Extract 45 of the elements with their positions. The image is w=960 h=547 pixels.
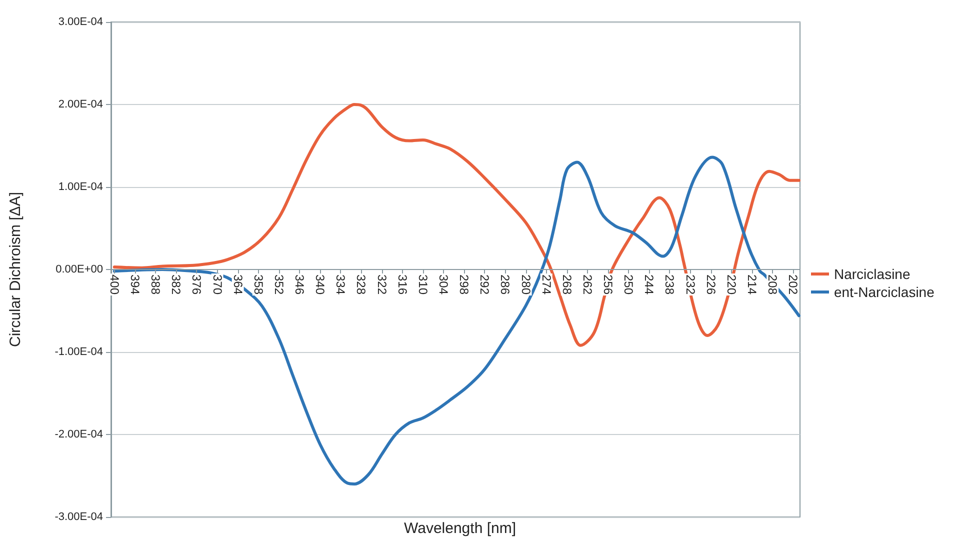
x-tick-label: 376 [190, 274, 204, 295]
x-tick-label: 358 [251, 274, 266, 295]
x-tick-label: 316 [395, 274, 410, 295]
y-tick-label: 1.00E-04 [58, 181, 103, 193]
x-tick-label: 280 [518, 274, 533, 295]
y-tick-label: -1.00E-04 [54, 346, 103, 358]
x-tick-label: 220 [724, 274, 738, 295]
x-tick-label: 382 [169, 274, 184, 295]
y-tick-label: -3.00E-04 [54, 511, 103, 523]
x-tick-label: 346 [292, 274, 307, 295]
legend-label: ent-Narciclasine [834, 284, 935, 300]
x-tick-label: 352 [272, 274, 286, 295]
x-tick-label: 340 [313, 274, 328, 295]
x-tick-label: 226 [704, 274, 718, 295]
x-tick-label: 334 [334, 274, 348, 295]
x-tick-label: 202 [786, 274, 800, 295]
x-tick-label: 292 [478, 274, 492, 295]
x-tick-label: 244 [642, 274, 656, 295]
x-tick-label: 238 [662, 274, 677, 295]
x-axis-title: Wavelength [nm] [404, 520, 516, 537]
x-tick-label: 328 [354, 274, 368, 295]
x-tick-label: 298 [457, 274, 472, 295]
x-tick-label: 286 [498, 274, 512, 295]
x-tick-label: 310 [416, 274, 430, 295]
x-tick-label: 208 [766, 274, 780, 295]
x-tick-label: 250 [622, 274, 636, 295]
x-tick-label: 394 [128, 274, 142, 295]
y-tick-label: -2.00E-04 [54, 428, 103, 440]
x-tick-label: 370 [210, 274, 224, 295]
legend-label: Narciclasine [834, 266, 910, 282]
y-tick-label: 2.00E-04 [58, 98, 103, 110]
x-tick-label: 364 [230, 274, 245, 295]
x-tick-label: 388 [148, 274, 163, 295]
x-tick-label: 232 [683, 274, 698, 295]
x-tick-label: 268 [560, 274, 574, 295]
y-tick-label: 3.00E-04 [58, 16, 103, 28]
x-tick-label: 262 [580, 274, 594, 295]
x-tick-label: 256 [601, 274, 616, 295]
x-tick-label: 322 [374, 274, 389, 295]
x-tick-label: 214 [745, 274, 760, 295]
y-tick-label: 0.00E+00 [56, 264, 103, 276]
x-tick-label: 400 [107, 274, 122, 295]
y-axis-title: Circular Dichroism [ΔA] [7, 192, 24, 348]
x-tick-label: 304 [436, 274, 451, 295]
x-tick-label: 274 [539, 274, 554, 295]
